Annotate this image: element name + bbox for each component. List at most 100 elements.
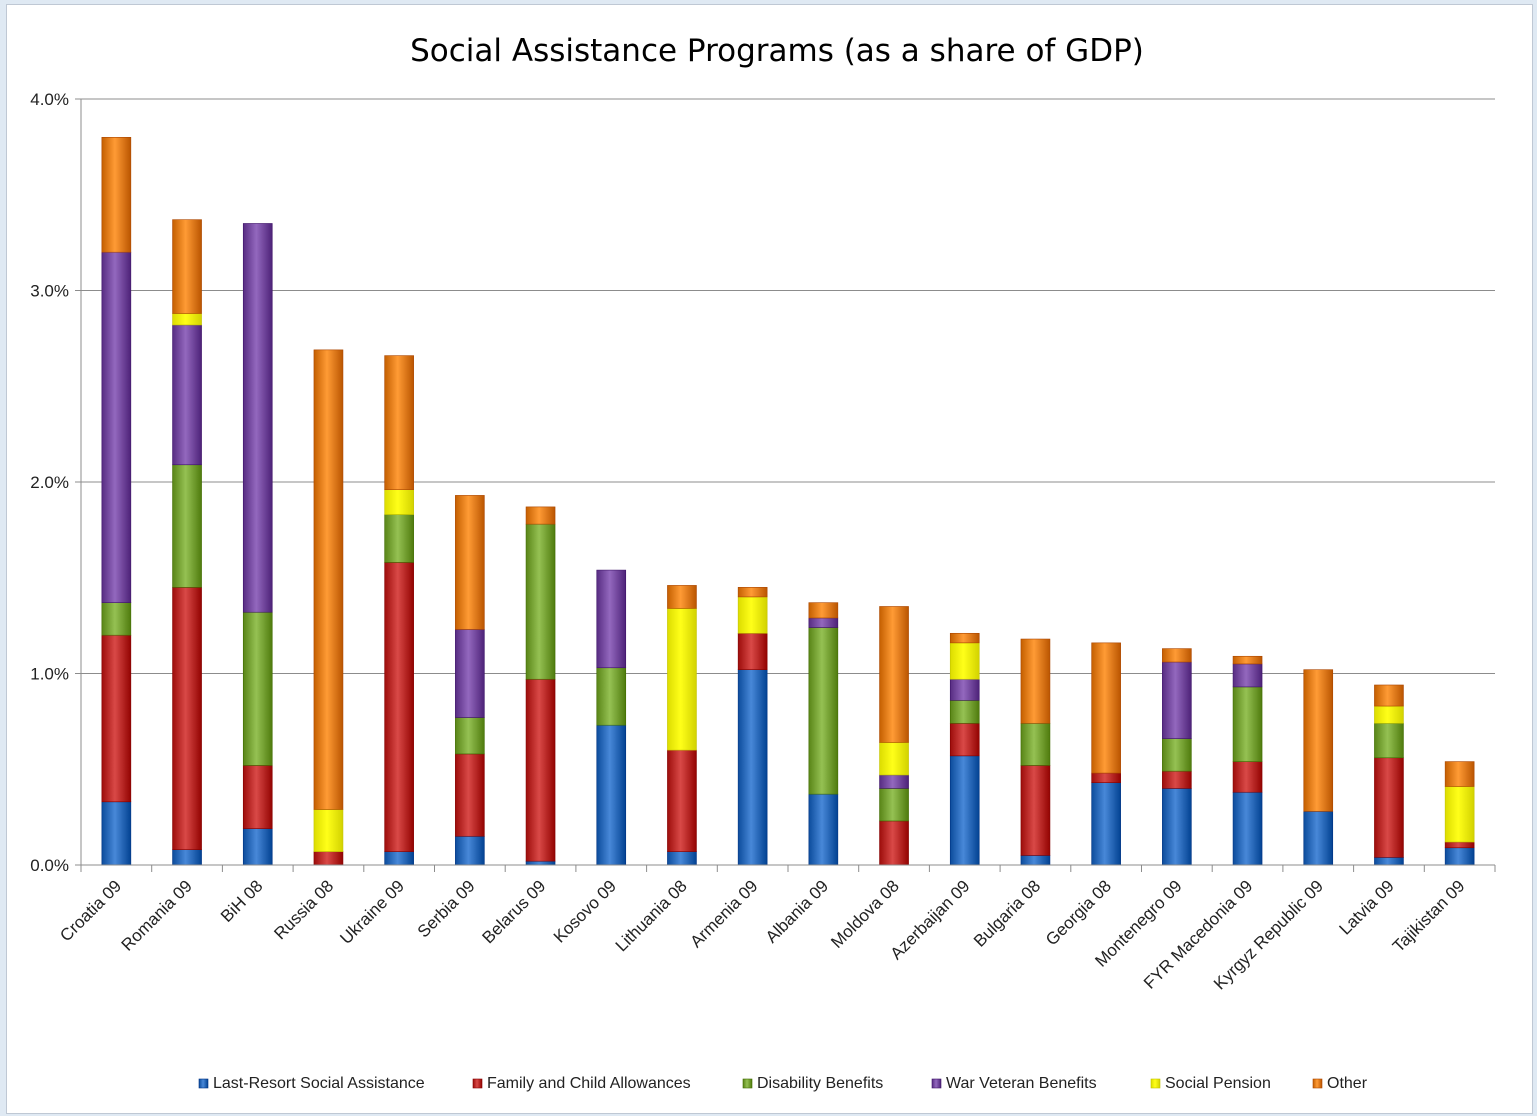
bars bbox=[101, 137, 1475, 866]
bar-segment bbox=[667, 608, 697, 751]
legend-swatch bbox=[1150, 1078, 1161, 1089]
bar-segment bbox=[1091, 782, 1121, 866]
legend-label: Last-Resort Social Assistance bbox=[213, 1075, 425, 1092]
bar-segment bbox=[949, 642, 980, 680]
legend-label: Family and Child Allowances bbox=[487, 1075, 691, 1092]
y-tick-label: 3.0% bbox=[30, 282, 69, 301]
bar-segment bbox=[1444, 841, 1475, 849]
bar-segment bbox=[1444, 847, 1475, 866]
bar-segment bbox=[242, 828, 273, 866]
bar-segment bbox=[1232, 791, 1263, 866]
bar-segment bbox=[667, 585, 697, 609]
bar-segment bbox=[1374, 857, 1404, 866]
legend-swatch bbox=[198, 1078, 209, 1089]
bar-segment bbox=[737, 587, 768, 598]
bar-segment bbox=[1020, 722, 1051, 766]
bar-segment bbox=[172, 219, 202, 314]
legend-swatch bbox=[931, 1078, 942, 1089]
category-label: Armenia 09 bbox=[687, 876, 762, 951]
bar-segment bbox=[1374, 705, 1404, 724]
bar-segment bbox=[101, 251, 132, 603]
chart-svg: Social Assistance Programs (as a share o… bbox=[30, 33, 1496, 1092]
category-label: Albania 09 bbox=[762, 876, 832, 946]
legend-swatch bbox=[1312, 1078, 1323, 1089]
bar-segment bbox=[1374, 757, 1404, 858]
bar-segment bbox=[1444, 786, 1475, 843]
bar-segment bbox=[384, 355, 414, 490]
bar-segment bbox=[1374, 684, 1404, 707]
bar-segment bbox=[384, 851, 414, 866]
y-tick-label: 4.0% bbox=[30, 90, 69, 109]
bar-segment bbox=[949, 700, 980, 724]
bar-segment bbox=[737, 596, 768, 634]
chart-frame: Social Assistance Programs (as a share o… bbox=[6, 4, 1533, 1114]
legend-swatch bbox=[472, 1078, 483, 1089]
bar-segment bbox=[101, 634, 132, 803]
bar-segment bbox=[879, 774, 909, 789]
bar-segment bbox=[1303, 669, 1334, 812]
bar-segment bbox=[455, 753, 485, 837]
category-label: Russia 08 bbox=[270, 876, 337, 943]
category-label: Croatia 09 bbox=[56, 876, 125, 945]
bar-segment bbox=[313, 809, 344, 852]
bar-segment bbox=[949, 722, 980, 757]
bar-segment bbox=[1444, 761, 1475, 787]
bar-segment bbox=[879, 788, 909, 822]
legend-label: War Veteran Benefits bbox=[946, 1075, 1097, 1092]
gridlines bbox=[81, 98, 1495, 674]
chart-title: Social Assistance Programs (as a share o… bbox=[410, 33, 1144, 69]
bar-segment bbox=[172, 324, 202, 466]
bar-segment bbox=[1374, 722, 1404, 759]
bar-segment bbox=[1091, 772, 1121, 783]
bar-segment bbox=[101, 602, 132, 636]
bar-segment bbox=[172, 464, 202, 588]
bar-segment bbox=[596, 569, 627, 669]
bar-segment bbox=[242, 611, 273, 766]
bar-segment bbox=[384, 489, 414, 515]
legend-swatch bbox=[742, 1078, 753, 1089]
category-label: Kosovo 09 bbox=[550, 876, 620, 946]
bar-segment bbox=[808, 617, 839, 628]
bar-segment bbox=[949, 678, 980, 701]
category-label: Latvia 09 bbox=[1336, 876, 1398, 938]
bar-segment bbox=[313, 349, 344, 810]
bar-segment bbox=[313, 851, 344, 866]
category-label: Tajikistan 09 bbox=[1389, 876, 1469, 956]
bar-segment bbox=[525, 860, 556, 866]
bar-segment bbox=[1162, 738, 1192, 772]
category-label: Romania 09 bbox=[118, 876, 196, 954]
bar-segment bbox=[455, 835, 485, 866]
bar-segment bbox=[384, 562, 414, 852]
bar-segment bbox=[879, 742, 909, 776]
bar-segment bbox=[1162, 648, 1192, 663]
bar-segment bbox=[1162, 788, 1192, 866]
bar-segment bbox=[455, 629, 485, 718]
bar-segment bbox=[455, 717, 485, 755]
legend: Last-Resort Social Assistance Family and … bbox=[198, 1075, 1368, 1092]
bar-segment bbox=[808, 627, 839, 795]
bar-segment bbox=[596, 667, 627, 726]
category-label: BiH 08 bbox=[217, 876, 267, 926]
y-tick-label: 1.0% bbox=[30, 665, 69, 684]
bar-segment bbox=[172, 313, 202, 326]
category-label: Bulgaria 08 bbox=[970, 876, 1044, 950]
category-label: Ukraine 09 bbox=[336, 876, 408, 948]
y-tick-label: 0.0% bbox=[30, 856, 69, 875]
bar-segment bbox=[1162, 661, 1192, 739]
bar-segment bbox=[1091, 642, 1121, 774]
bar-segment bbox=[1232, 663, 1263, 688]
bar-segment bbox=[1232, 686, 1263, 762]
category-label: Belarus 09 bbox=[478, 876, 549, 947]
bar-segment bbox=[1020, 765, 1051, 856]
bar-segment bbox=[1162, 770, 1192, 789]
bar-segment bbox=[667, 749, 697, 852]
bar-segment bbox=[525, 506, 556, 525]
bar-segment bbox=[808, 793, 839, 866]
bar-segment bbox=[172, 587, 202, 850]
bar-segment bbox=[667, 851, 697, 866]
y-tick-label: 2.0% bbox=[30, 473, 69, 492]
bar-segment bbox=[737, 669, 768, 866]
bar-segment bbox=[879, 820, 909, 866]
legend-label: Disability Benefits bbox=[757, 1075, 883, 1092]
bar-segment bbox=[1232, 761, 1263, 793]
